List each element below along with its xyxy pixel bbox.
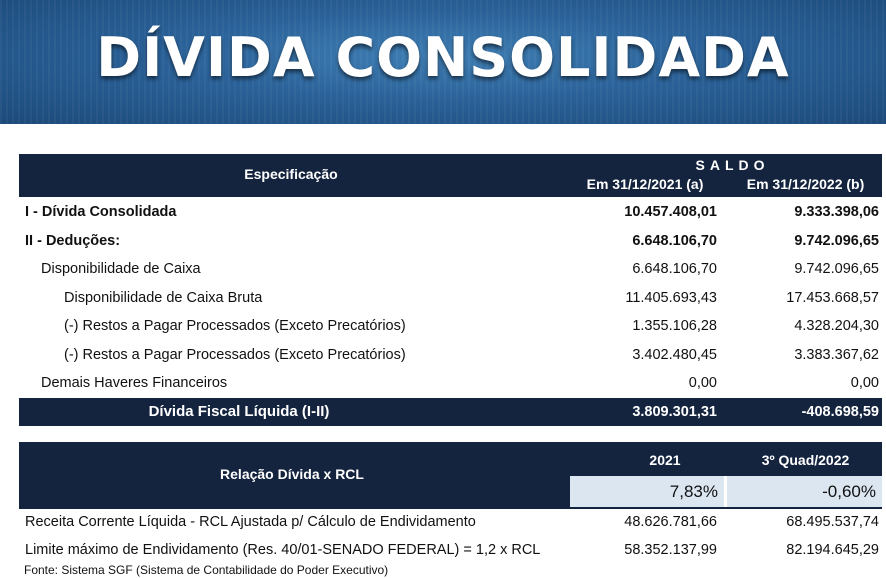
row-value-2021: 11.405.693,43	[625, 290, 717, 306]
total-value-2021: 3.809.301,31	[632, 404, 717, 420]
rcl-table-header: Relação Dívida x RCL 2021 3º Quad/2022	[19, 442, 882, 509]
header-col-2021: Em 31/12/2021 (a)	[586, 176, 704, 192]
row-label: Demais Haveres Financeiros	[41, 375, 228, 391]
ratio-2022-cell: -0,60%	[727, 476, 882, 507]
row-value-2021: 6.648.106,70	[632, 233, 717, 249]
table-row: Receita Corrente Líquida - RCL Ajustada …	[19, 508, 882, 536]
table-row: (-) Restos a Pagar Processados (Exceto P…	[19, 341, 882, 369]
source-note: Fonte: Sistema SGF (Sistema de Contabili…	[24, 563, 389, 577]
debt-table-header: Especificação SALDO Em 31/12/2021 (a) Em…	[19, 154, 882, 197]
header-relation: Relação Dívida x RCL	[220, 466, 364, 482]
row-label: Receita Corrente Líquida - RCL Ajustada …	[25, 514, 476, 530]
row-value-2021: 1.355.106,28	[632, 318, 717, 334]
table-row: Disponibilidade de Caixa 6.648.106,70 9.…	[19, 255, 882, 283]
row-value-2022: 68.495.537,74	[786, 514, 879, 530]
page-title: DÍVIDA CONSOLIDADA	[96, 26, 790, 89]
ratio-2022-value: -0,60%	[822, 482, 876, 501]
table-row: Demais Haveres Financeiros 0,00 0,00	[19, 369, 882, 397]
row-value-2021: 58.352.137,99	[624, 542, 717, 558]
row-label: Limite máximo de Endividamento (Res. 40/…	[25, 542, 541, 558]
total-value-2022: -408.698,59	[801, 404, 879, 420]
row-label: II - Deduções:	[25, 233, 121, 249]
row-value-2022: 9.742.096,65	[794, 261, 879, 277]
table-row: I - Dívida Consolidada 10.457.408,01 9.3…	[19, 198, 882, 226]
header-col-2022: Em 31/12/2022 (b)	[746, 176, 865, 192]
total-label: Dívida Fiscal Líquida (I-II)	[148, 403, 330, 420]
ratio-2021-cell: 7,83%	[570, 476, 724, 507]
row-value-2022: 0,00	[850, 375, 879, 391]
row-value-2022: 3.383.367,62	[794, 347, 879, 363]
row-value-2021: 48.626.781,66	[624, 514, 717, 530]
row-value-2022: 4.328.204,30	[794, 318, 879, 334]
row-value-2021: 10.457.408,01	[624, 204, 717, 220]
row-label: I - Dívida Consolidada	[25, 204, 177, 220]
row-value-2021: 0,00	[688, 375, 717, 391]
title-banner: DÍVIDA CONSOLIDADA	[0, 0, 886, 124]
row-value-2022: 17.453.668,57	[786, 290, 879, 306]
row-label: Disponibilidade de Caixa	[41, 261, 201, 277]
table-row: II - Deduções: 6.648.106,70 9.742.096,65	[19, 227, 882, 255]
row-label: (-) Restos a Pagar Processados (Exceto P…	[64, 347, 406, 363]
header-specification: Especificação	[244, 166, 338, 182]
table-row: Limite máximo de Endividamento (Res. 40/…	[19, 536, 882, 564]
row-value-2022: 82.194.645,29	[786, 542, 879, 558]
cell-divider	[724, 476, 727, 507]
row-label: Disponibilidade de Caixa Bruta	[64, 290, 263, 306]
row-value-2021: 3.402.480,45	[632, 347, 717, 363]
row-value-2022: 9.742.096,65	[794, 233, 879, 249]
header-quad-2022: 3º Quad/2022	[761, 452, 850, 468]
ratio-2021-value: 7,83%	[669, 482, 718, 501]
row-label: (-) Restos a Pagar Processados (Exceto P…	[64, 318, 406, 334]
total-row: Dívida Fiscal Líquida (I-II) 3.809.301,3…	[19, 398, 882, 426]
header-saldo: SALDO	[695, 157, 770, 173]
table-row: (-) Restos a Pagar Processados (Exceto P…	[19, 312, 882, 340]
header-year-2021: 2021	[649, 452, 681, 468]
table-row: Disponibilidade de Caixa Bruta 11.405.69…	[19, 284, 882, 312]
row-value-2021: 6.648.106,70	[632, 261, 717, 277]
row-value-2022: 9.333.398,06	[794, 204, 879, 220]
